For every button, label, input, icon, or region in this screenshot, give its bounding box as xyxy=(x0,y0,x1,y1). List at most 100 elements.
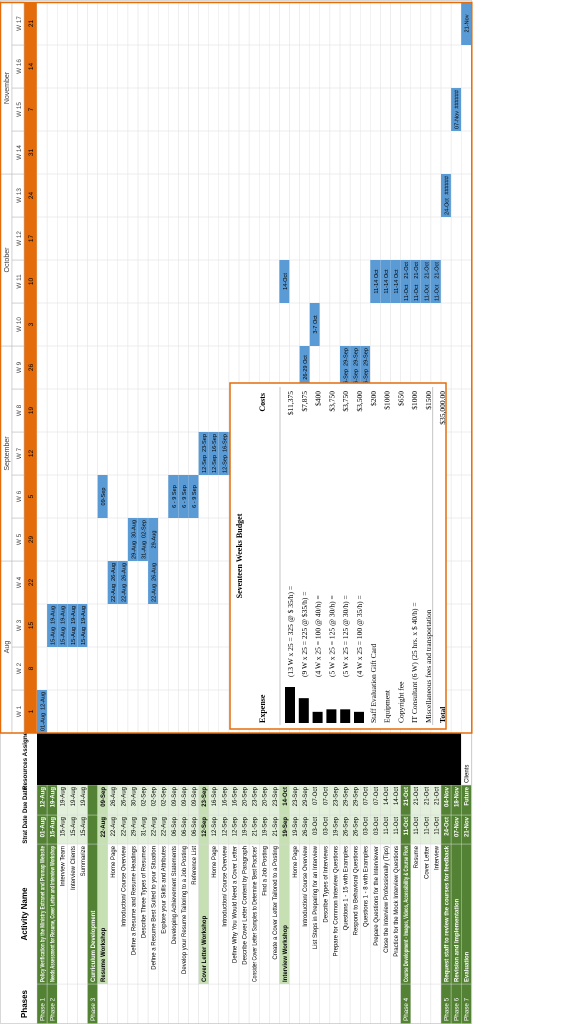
grid-cell xyxy=(461,603,472,648)
grid-cell xyxy=(36,431,48,476)
week-date-label: 21 xyxy=(28,20,35,28)
gantt-bar xyxy=(410,260,421,303)
grid-cell xyxy=(450,345,462,390)
grid-cell xyxy=(178,345,189,390)
activity-name: Close the Interview Professionally (Tips… xyxy=(384,846,390,953)
grid-cell xyxy=(319,259,331,304)
grid-cell xyxy=(450,431,462,476)
grid-cell xyxy=(390,44,401,89)
grid-cell xyxy=(218,173,230,218)
start-date: 11-Oct xyxy=(394,817,400,835)
grid-cell xyxy=(339,216,351,261)
grid-cell xyxy=(349,44,361,89)
grid-cell xyxy=(440,302,452,347)
grid-cell xyxy=(208,130,219,175)
grid-cell xyxy=(400,216,411,261)
bar-label: 14-Oct xyxy=(283,273,289,290)
grid-cell xyxy=(157,87,169,132)
activity-name: Resume Workshop xyxy=(101,927,107,982)
activity-name: Describe Three Types of Resumes xyxy=(142,846,148,938)
expense-label: Miscellaneous fees and transportation xyxy=(424,609,433,723)
grid-cell xyxy=(198,517,209,562)
grid-cell xyxy=(97,173,108,218)
bar-label: 19-Aug xyxy=(61,606,67,624)
grid-cell xyxy=(67,431,78,476)
gantt-bar xyxy=(168,475,179,518)
phase-cell xyxy=(380,983,391,1024)
grid-cell xyxy=(410,44,422,89)
grid-cell xyxy=(309,44,321,89)
gantt-bar xyxy=(400,260,411,303)
grid-cell xyxy=(46,44,58,89)
grid-cell xyxy=(137,216,149,261)
grid-cell xyxy=(77,130,88,175)
grid-cell xyxy=(450,216,462,261)
grid-cell xyxy=(57,474,68,519)
grid-cell xyxy=(339,173,351,218)
budget-panel: Seventeen Weeks Budget Expense Costs (13 W … xyxy=(229,382,447,730)
grid-cell xyxy=(157,474,169,519)
expense-cost: $1000 xyxy=(410,391,419,410)
grid-cell xyxy=(289,259,300,304)
grid-cell xyxy=(370,44,381,89)
grid-cell xyxy=(97,345,108,390)
grid-cell xyxy=(198,1,209,46)
grid-cell xyxy=(36,517,48,562)
expense-cost: $1500 xyxy=(424,391,433,410)
grid-cell xyxy=(188,1,199,46)
grid-cell xyxy=(168,216,179,261)
grid-cell xyxy=(461,87,472,132)
grid-cell xyxy=(157,1,169,46)
grid-cell xyxy=(147,646,159,691)
grid-cell xyxy=(107,474,118,519)
grid-cell xyxy=(461,431,472,476)
grid-cell xyxy=(168,431,179,476)
grid-cell xyxy=(36,603,48,648)
activity-name: Interview Team xyxy=(61,846,67,886)
grid-cell xyxy=(208,603,219,648)
grid-cell xyxy=(147,603,159,648)
activity-name: Describe Types of Interviews xyxy=(323,846,329,923)
grid-cell xyxy=(400,44,411,89)
grid-cell xyxy=(147,302,159,347)
grid-cell xyxy=(259,259,270,304)
bar-label: 16-Sep xyxy=(222,434,228,452)
phase-cell xyxy=(137,983,149,1024)
expense-cost: $650 xyxy=(396,391,405,406)
grid-cell xyxy=(168,173,179,218)
due-date: 21-Oct xyxy=(424,787,430,805)
grid-cell xyxy=(178,87,189,132)
grid-cell xyxy=(329,130,341,175)
bar-label: 16-Sep xyxy=(212,434,218,452)
grid-cell xyxy=(319,173,331,218)
grid-cell xyxy=(178,44,189,89)
start-date: 03-Oct xyxy=(313,817,319,835)
grid-cell xyxy=(309,216,321,261)
start-date: 19-Sep xyxy=(263,816,269,836)
grid-cell xyxy=(319,130,331,175)
bar-label: 12-Sep xyxy=(212,455,218,473)
grid-cell xyxy=(137,689,149,734)
grid-cell xyxy=(87,517,98,562)
grid-cell xyxy=(57,259,68,304)
phase-cell xyxy=(279,983,290,1024)
grid-cell xyxy=(188,689,199,734)
due-date: 12-Aug xyxy=(41,787,47,808)
grid-cell xyxy=(137,130,149,175)
grid-cell xyxy=(147,345,159,390)
grid-cell xyxy=(309,173,321,218)
grid-cell xyxy=(127,603,139,648)
phase-cell xyxy=(168,983,179,1024)
start-date: 21-Nov xyxy=(465,816,471,837)
due-cell xyxy=(87,784,98,816)
grid-cell xyxy=(420,1,432,46)
due-date: 19-Aug xyxy=(81,787,87,806)
grid-cell xyxy=(269,173,280,218)
grid-cell xyxy=(319,1,331,46)
grid-cell xyxy=(390,216,401,261)
grid-cell xyxy=(188,87,199,132)
grid-cell xyxy=(57,44,68,89)
grid-cell xyxy=(168,345,179,390)
grid-cell xyxy=(168,517,179,562)
grid-cell xyxy=(198,259,209,304)
